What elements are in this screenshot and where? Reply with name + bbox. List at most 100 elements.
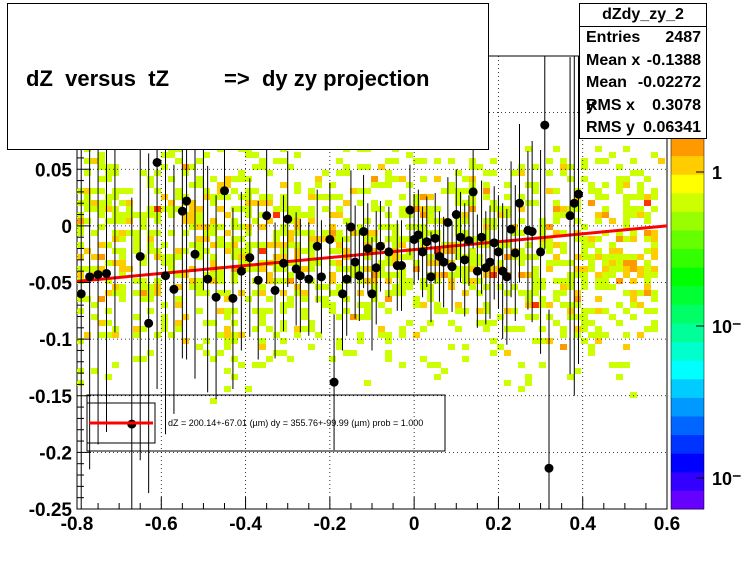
heatmap-cell bbox=[413, 296, 420, 302]
heatmap-cell bbox=[434, 230, 441, 236]
heatmap-cell bbox=[560, 206, 567, 212]
heatmap-cell bbox=[637, 182, 644, 188]
heatmap-cell bbox=[308, 212, 315, 218]
heatmap-cell bbox=[581, 176, 588, 182]
heatmap-cell bbox=[518, 254, 525, 260]
data-point bbox=[304, 274, 314, 284]
heatmap-cell bbox=[434, 218, 441, 224]
heatmap-cell bbox=[119, 296, 126, 302]
heatmap-cell bbox=[532, 272, 539, 278]
heatmap-cell bbox=[287, 260, 294, 266]
heatmap-cell bbox=[336, 242, 343, 248]
heatmap-cell bbox=[637, 206, 644, 212]
data-point bbox=[510, 248, 520, 258]
heatmap-cell bbox=[581, 284, 588, 290]
heatmap-cell bbox=[609, 284, 616, 290]
heatmap-cell bbox=[315, 194, 322, 200]
heatmap-cell bbox=[644, 200, 651, 206]
heatmap-cell bbox=[210, 272, 217, 278]
heatmap-cell bbox=[182, 218, 189, 224]
heatmap-cell bbox=[623, 176, 630, 182]
heatmap-cell bbox=[406, 152, 413, 158]
heatmap-cell bbox=[119, 200, 126, 206]
heatmap-cell bbox=[385, 158, 392, 164]
heatmap-cell bbox=[588, 182, 595, 188]
stats-value: 0.3078 bbox=[652, 96, 701, 114]
data-point bbox=[384, 247, 394, 257]
heatmap-cell bbox=[595, 212, 602, 218]
data-point bbox=[574, 189, 583, 199]
heatmap-cell bbox=[119, 284, 126, 290]
heatmap-cell bbox=[224, 332, 231, 338]
heatmap-cell bbox=[441, 188, 448, 194]
heatmap-cell bbox=[91, 266, 98, 272]
heatmap-cell bbox=[119, 272, 126, 278]
heatmap-cell bbox=[259, 314, 266, 320]
heatmap-cell bbox=[525, 272, 532, 278]
heatmap-cell bbox=[175, 248, 182, 254]
heatmap-cell bbox=[455, 302, 462, 308]
data-point bbox=[367, 289, 377, 299]
heatmap-cell bbox=[511, 230, 518, 236]
heatmap-cell bbox=[546, 170, 553, 176]
title-box: dZ versus tZ => dy zy projection bbox=[7, 3, 489, 150]
legend-swatch-box bbox=[86, 402, 156, 444]
x-tick-label: 0.6 bbox=[654, 514, 680, 535]
heatmap-cell bbox=[98, 212, 105, 218]
heatmap-cell bbox=[525, 290, 532, 296]
data-point bbox=[426, 272, 436, 282]
heatmap-cell bbox=[623, 200, 630, 206]
heatmap-cell bbox=[602, 272, 609, 278]
heatmap-cell bbox=[399, 242, 406, 248]
heatmap-cell bbox=[518, 326, 525, 332]
heatmap-cell bbox=[203, 224, 210, 230]
heatmap-cell bbox=[525, 200, 532, 206]
heatmap-cell bbox=[112, 284, 119, 290]
heatmap-cell bbox=[483, 284, 490, 290]
heatmap-cell bbox=[336, 266, 343, 272]
heatmap-cell bbox=[364, 302, 371, 308]
heatmap-cell bbox=[560, 326, 567, 332]
heatmap-cell bbox=[189, 218, 196, 224]
data-point bbox=[211, 292, 221, 302]
heatmap-cell bbox=[609, 218, 616, 224]
data-point bbox=[350, 257, 360, 267]
heatmap-cell bbox=[224, 326, 231, 332]
heatmap-cell bbox=[329, 182, 336, 188]
heatmap-cell bbox=[630, 278, 637, 284]
heatmap-cell bbox=[483, 242, 490, 248]
heatmap-cell bbox=[287, 164, 294, 170]
heatmap-cell bbox=[378, 302, 385, 308]
heatmap-cell bbox=[441, 368, 448, 374]
heatmap-cell bbox=[413, 332, 420, 338]
heatmap-cell bbox=[455, 308, 462, 314]
heatmap-cell bbox=[525, 314, 532, 320]
heatmap-cell bbox=[616, 320, 623, 326]
heatmap-cell bbox=[252, 266, 259, 272]
heatmap-cell bbox=[630, 206, 637, 212]
palette-swatch bbox=[671, 416, 704, 436]
heatmap-cell bbox=[490, 338, 497, 344]
heatmap-cell bbox=[504, 206, 511, 212]
heatmap-cell bbox=[105, 206, 112, 212]
heatmap-cell bbox=[182, 230, 189, 236]
heatmap-cell bbox=[378, 164, 385, 170]
heatmap-cell bbox=[532, 338, 539, 344]
data-point bbox=[354, 271, 364, 281]
data-point bbox=[515, 198, 524, 208]
heatmap-cell bbox=[322, 296, 329, 302]
heatmap-cell bbox=[336, 230, 343, 236]
heatmap-cell bbox=[357, 266, 364, 272]
heatmap-cell bbox=[560, 212, 567, 218]
heatmap-cell bbox=[448, 158, 455, 164]
heatmap-cell bbox=[378, 260, 385, 266]
heatmap-cell bbox=[112, 248, 119, 254]
heatmap-cell bbox=[595, 326, 602, 332]
heatmap-cell bbox=[637, 272, 644, 278]
y-tick-label: 0.05 bbox=[35, 160, 72, 181]
heatmap-cell bbox=[546, 224, 553, 230]
palette-swatch bbox=[671, 397, 704, 417]
heatmap-cell bbox=[294, 206, 301, 212]
heatmap-cell bbox=[553, 260, 560, 266]
data-point bbox=[536, 247, 546, 257]
